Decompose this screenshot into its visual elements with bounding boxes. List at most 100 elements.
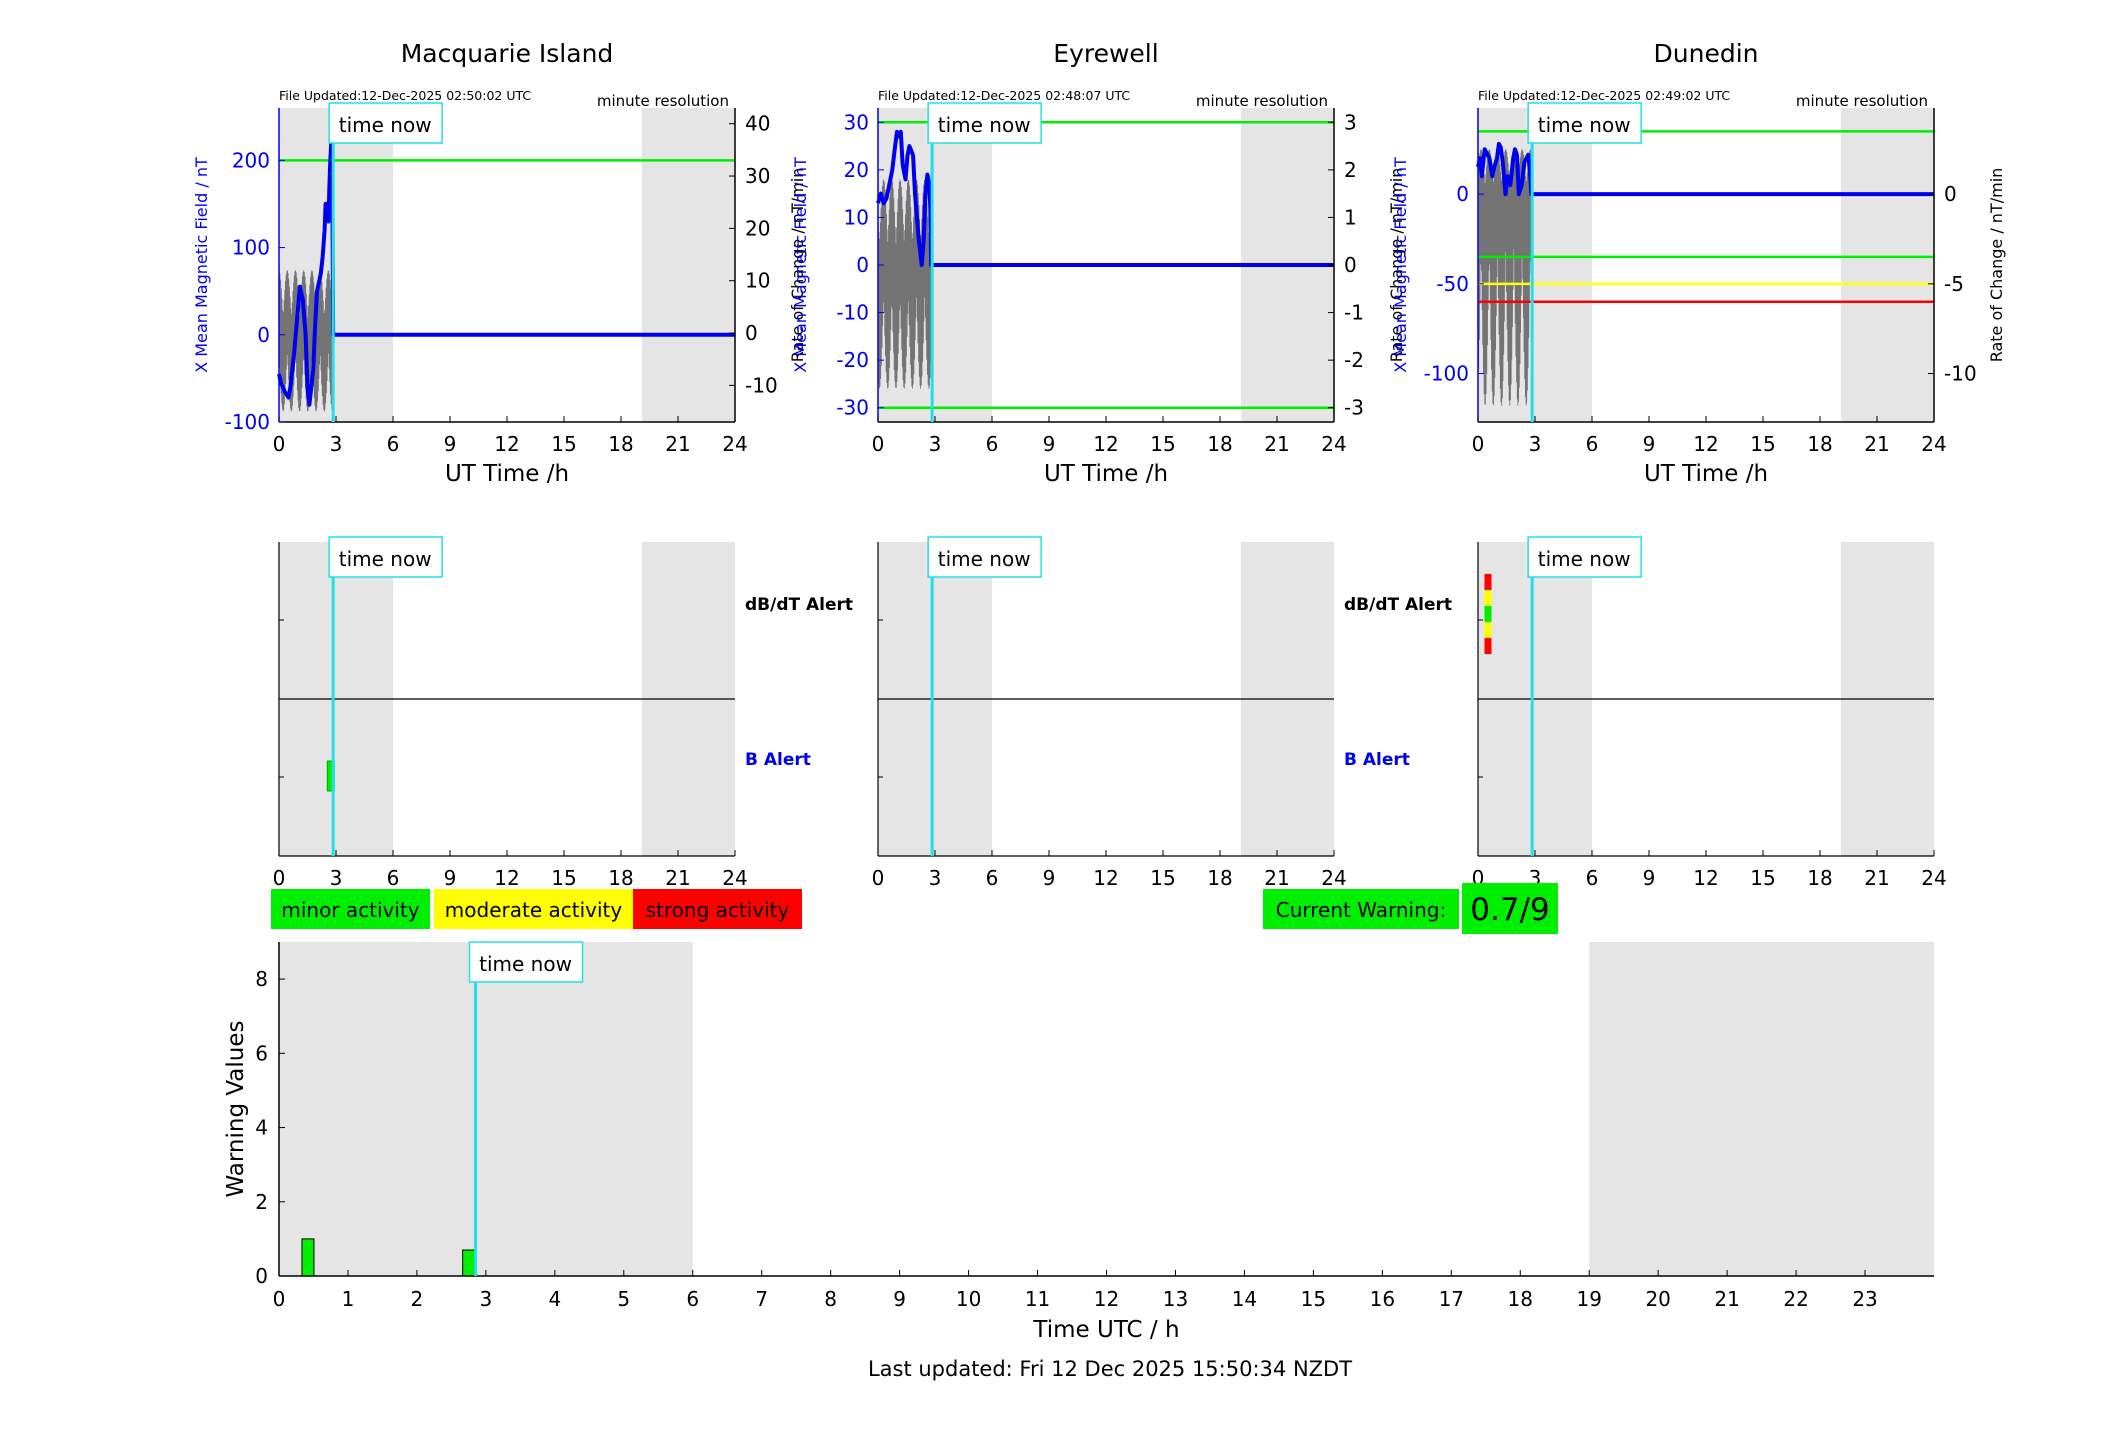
x-tick-label: 9 bbox=[1043, 866, 1056, 890]
legend-label-minor: minor activity bbox=[281, 898, 419, 922]
y2-tick-label: 20 bbox=[745, 216, 770, 240]
x-tick-label: 21 bbox=[1714, 1287, 1739, 1311]
x-tick-label: 4 bbox=[548, 1287, 561, 1311]
x-tick-label: 15 bbox=[1301, 1287, 1326, 1311]
y-tick-label: 0 bbox=[856, 253, 869, 277]
night-shading bbox=[641, 108, 735, 422]
file-updated-text: File Updated:12-Dec-2025 02:48:07 UTC bbox=[878, 88, 1130, 103]
x-tick-label: 18 bbox=[1207, 432, 1232, 456]
x-tick-label: 21 bbox=[1264, 866, 1289, 890]
y-tick-label: 0 bbox=[255, 1264, 268, 1288]
x-tick-label: 6 bbox=[986, 866, 999, 890]
y-tick-label: 2 bbox=[255, 1190, 268, 1214]
db-alert-label: dB/dT Alert bbox=[1344, 595, 1452, 615]
y2-tick-label: -10 bbox=[745, 373, 778, 397]
time-now-box bbox=[927, 536, 1042, 578]
time-now-box bbox=[328, 102, 443, 144]
x-tick-label: 24 bbox=[1921, 432, 1946, 456]
y-tick-label: 200 bbox=[232, 148, 270, 172]
db-alert-mark-yellow bbox=[1484, 590, 1492, 606]
y-tick-label: 6 bbox=[255, 1041, 268, 1065]
x-tick-label: 3 bbox=[929, 432, 942, 456]
x-tick-label: 17 bbox=[1439, 1287, 1464, 1311]
y-tick-label: -100 bbox=[1424, 362, 1469, 386]
night-shading bbox=[1589, 942, 1934, 1276]
x-tick-label: 6 bbox=[1586, 866, 1599, 890]
y2-tick-label: -1 bbox=[1344, 301, 1364, 325]
x-tick-label: 20 bbox=[1645, 1287, 1670, 1311]
y2-tick-label: 0 bbox=[1944, 182, 1957, 206]
x-tick-label: 5 bbox=[617, 1287, 630, 1311]
night-shading bbox=[279, 108, 393, 422]
time-now-label: time now bbox=[1538, 113, 1631, 137]
x-tick-label: 9 bbox=[444, 432, 457, 456]
x-tick-label: 1 bbox=[342, 1287, 355, 1311]
x-tick-label: 24 bbox=[722, 432, 747, 456]
y-tick-label: 100 bbox=[232, 236, 270, 260]
y-tick-label: -30 bbox=[836, 396, 869, 420]
magnetic-field-series bbox=[1476, 141, 1934, 197]
warning-bar bbox=[462, 1249, 476, 1277]
x-tick-label: 14 bbox=[1232, 1287, 1257, 1311]
x-tick-label: 3 bbox=[330, 432, 343, 456]
x-tick-label: 3 bbox=[929, 866, 942, 890]
alert-panel-2: time now dB/dT Alert B Alert 0 3 6 9 12 15 18 21 24 bbox=[872, 536, 1452, 890]
y-tick-label: 8 bbox=[255, 967, 268, 991]
y-tick-label: 0 bbox=[1456, 182, 1469, 206]
y-tick-label: 0 bbox=[257, 323, 270, 347]
resolution-label: minute resolution bbox=[1796, 92, 1928, 110]
x-tick-label: 3 bbox=[480, 1287, 493, 1311]
x-tick-label: 19 bbox=[1576, 1287, 1601, 1311]
y2-tick-label: 1 bbox=[1344, 205, 1357, 229]
resolution-label: minute resolution bbox=[1196, 92, 1328, 110]
x-tick-label: 9 bbox=[444, 866, 457, 890]
x-axis-label: UT Time /h bbox=[1644, 461, 1768, 487]
warning-bar bbox=[301, 1238, 315, 1277]
time-now-label: time now bbox=[339, 547, 432, 571]
x-tick-label: 11 bbox=[1025, 1287, 1050, 1311]
y-axis-label-right: Rate of Change / nT/min bbox=[1387, 168, 1406, 363]
x-tick-label: 24 bbox=[1921, 866, 1946, 890]
current-warning-label-box bbox=[1263, 889, 1459, 929]
b-alert-label: B Alert bbox=[1344, 750, 1410, 770]
b-alert-label: B Alert bbox=[745, 750, 811, 770]
station-title: Dunedin bbox=[1654, 39, 1759, 68]
x-tick-label: 3 bbox=[330, 866, 343, 890]
x-tick-label: 9 bbox=[1643, 866, 1656, 890]
station-panels: Macquarie Island File Updated:12-Dec-2025… bbox=[192, 39, 2006, 487]
x-tick-label: 9 bbox=[893, 1287, 906, 1311]
x-tick-label: 18 bbox=[1807, 866, 1832, 890]
time-now-box bbox=[1527, 102, 1642, 144]
y2-tick-label: -5 bbox=[1944, 272, 1964, 296]
x-tick-label: 2 bbox=[411, 1287, 424, 1311]
magnetic-field-series bbox=[277, 140, 735, 407]
x-tick-label: 3 bbox=[1529, 432, 1542, 456]
y-tick-label: -10 bbox=[836, 301, 869, 325]
x-tick-label: 6 bbox=[387, 866, 400, 890]
db-alert-mark-yellow bbox=[1484, 622, 1492, 638]
y-tick-label: 4 bbox=[255, 1116, 268, 1140]
y2-tick-label: 30 bbox=[745, 164, 770, 188]
rate-of-change-series bbox=[278, 270, 334, 412]
current-warning-value: 0.7/9 bbox=[1470, 892, 1549, 928]
x-tick-label: 18 bbox=[608, 866, 633, 890]
x-tick-label: 12 bbox=[1093, 866, 1118, 890]
x-tick-label: 24 bbox=[722, 866, 747, 890]
x-tick-label: 0 bbox=[872, 432, 885, 456]
station-panel-1: Macquarie Island File Updated:12-Dec-2025… bbox=[192, 39, 807, 487]
y-tick-label: -100 bbox=[225, 410, 270, 434]
x-tick-label: 21 bbox=[665, 432, 690, 456]
last-updated-text: Last updated: Fri 12 Dec 2025 15:50:34 N… bbox=[868, 1357, 1352, 1381]
alert-panel-1: time now dB/dT Alert B Alert 0 3 6 9 12 15 18 21 24 bbox=[273, 536, 853, 890]
x-tick-label: 22 bbox=[1783, 1287, 1808, 1311]
x-axis-label: UT Time /h bbox=[1044, 461, 1168, 487]
x-tick-label: 12 bbox=[1094, 1287, 1119, 1311]
x-tick-label: 12 bbox=[1093, 432, 1118, 456]
x-tick-label: 21 bbox=[1864, 866, 1889, 890]
x-tick-label: 9 bbox=[1643, 432, 1656, 456]
time-now-label: time now bbox=[479, 952, 572, 976]
x-tick-label: 18 bbox=[608, 432, 633, 456]
x-tick-label: 0 bbox=[273, 1287, 286, 1311]
station-title: Eyrewell bbox=[1053, 39, 1158, 68]
